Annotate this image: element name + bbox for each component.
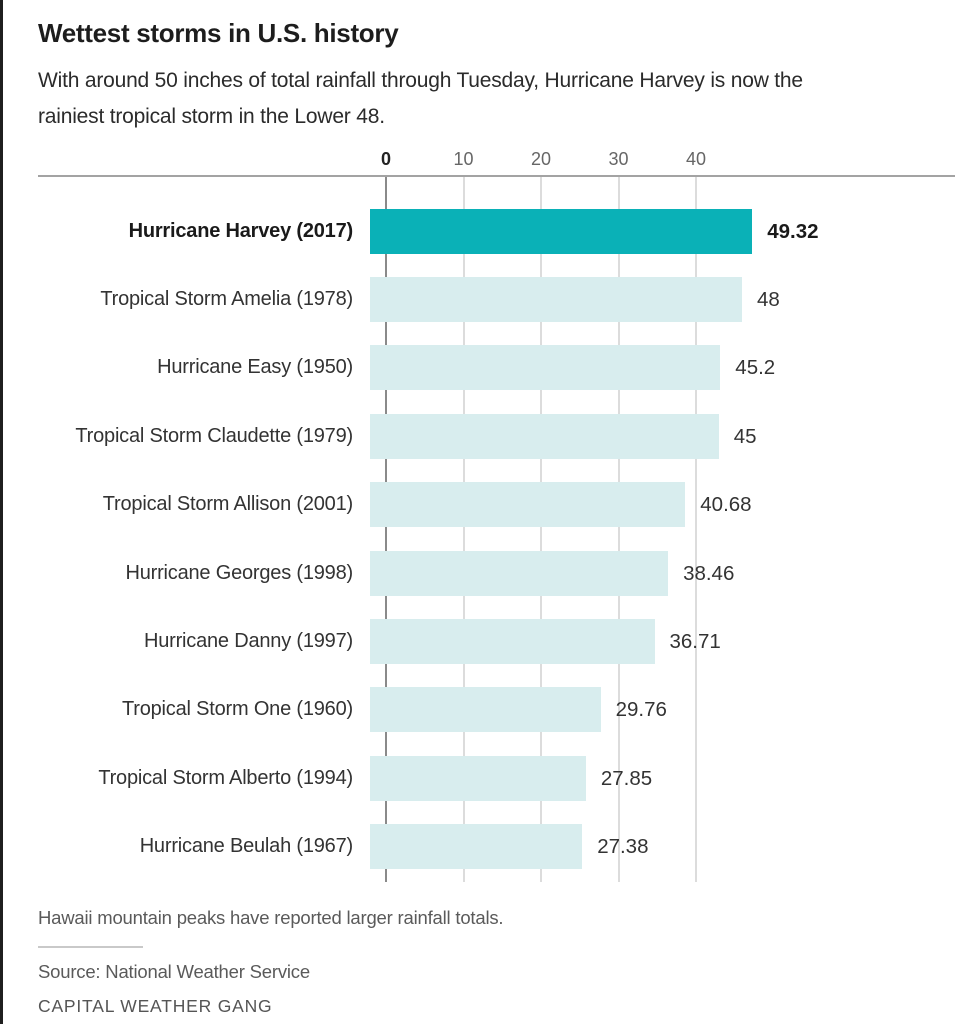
gridline [617, 177, 620, 882]
zero-axis-line [385, 177, 387, 882]
bar-chart: 0 10 20 30 40 Hurricane Harvey (2017) 49.32 Tr… [38, 147, 955, 882]
bar-row: Hurricane Harvey (2017) 49.32 [38, 197, 955, 265]
bar [370, 755, 586, 801]
bar-category-label: Hurricane Harvey (2017) [128, 219, 354, 242]
source-credit: Source: National Weather Service [38, 961, 310, 982]
bar-track: 36.71 [370, 619, 955, 665]
bar-row: Tropical Storm Amelia (1978) 48 [38, 265, 955, 333]
x-axis-tick-label: 30 [608, 149, 629, 169]
bar-category-label: Hurricane Beulah (1967) [139, 835, 354, 858]
bar-row: Hurricane Easy (1950) 45.2 [38, 334, 955, 402]
bar-category-label: Tropical Storm Alberto (1994) [98, 766, 353, 789]
gridline [540, 177, 542, 882]
bar-value-label: 40.68 [700, 493, 752, 517]
bar-track: 38.46 [370, 550, 955, 596]
bar-row: Tropical Storm Claudette (1979) 45 [38, 402, 955, 470]
bar-highlighted [370, 208, 753, 254]
bar-rows: Hurricane Harvey (2017) 49.32 Tropical Sto… [38, 197, 955, 881]
bar-category-label: Tropical Storm Amelia (1978) [100, 288, 353, 311]
bar-value-label: 45 [733, 424, 757, 448]
bar [370, 413, 719, 459]
bar-track: 29.76 [370, 687, 955, 733]
bar-row: Tropical Storm One (1960) 29.76 [38, 676, 955, 744]
bar-row: Hurricane Georges (1998) 38.46 [38, 539, 955, 607]
bar [370, 482, 686, 528]
bar-row: Hurricane Beulah (1967) 27.38 [38, 813, 955, 881]
bar-value-label: 45.2 [735, 356, 776, 380]
bar-track: 27.85 [370, 755, 955, 801]
gridline [462, 177, 465, 882]
bar [370, 345, 721, 391]
bar-row: Tropical Storm Allison (2001) 40.68 [38, 471, 955, 539]
bar-category-label: Tropical Storm Allison (2001) [102, 493, 353, 516]
footer-divider [38, 946, 143, 948]
chart-subtitle-line-2: rainiest tropical storm in the Lower 48. [38, 105, 385, 128]
bar [370, 277, 742, 323]
bar-value-label: 29.76 [615, 698, 667, 722]
chart-subtitle-line-1: With around 50 inches of total rainfall … [38, 69, 803, 92]
bar-track: 27.38 [370, 824, 955, 870]
bar [370, 550, 669, 596]
bar-category-label: Tropical Storm Claudette (1979) [75, 424, 353, 447]
bar [370, 619, 655, 665]
plot-area: Hurricane Harvey (2017) 49.32 Tropical Sto… [38, 175, 955, 882]
chart-subtitle: With around 50 inches of total rainfall … [38, 63, 955, 135]
bar-track: 48 [370, 277, 955, 323]
bar-row: Tropical Storm Alberto (1994) 27.85 [38, 744, 955, 812]
bar-value-label: 27.85 [600, 766, 653, 790]
x-axis-tick-label: 0 [380, 149, 392, 169]
bar-track: 49.32 [370, 208, 955, 254]
gridline [695, 177, 697, 882]
bar-value-label: 27.38 [597, 835, 649, 859]
bar-track: 45.2 [370, 345, 955, 391]
bar-category-label: Tropical Storm One (1960) [121, 698, 353, 721]
x-axis-tick-label: 10 [453, 149, 474, 169]
bar-category-label: Hurricane Danny (1997) [143, 630, 353, 653]
bar-category-label: Hurricane Georges (1998) [125, 561, 353, 584]
footnote: Hawaii mountain peaks have reported larg… [38, 907, 504, 928]
x-axis-tick-labels: 0 10 20 30 40 [38, 147, 955, 175]
bar-row: Hurricane Danny (1997) 36.71 [38, 607, 955, 675]
bar-track: 45 [370, 413, 955, 459]
bar-value-label: 36.71 [669, 630, 721, 654]
bar [370, 824, 583, 870]
bar-value-label: 48 [757, 288, 780, 312]
bar-value-label: 49.32 [767, 219, 819, 243]
bar-value-label: 38.46 [683, 561, 735, 585]
screenshot-left-edge [0, 0, 3, 1024]
chart-title: Wettest storms in U.S. history [38, 18, 399, 48]
bar-category-label: Hurricane Easy (1950) [157, 356, 353, 379]
x-axis-tick-label: 20 [530, 149, 552, 169]
byline-credit: CAPITAL WEATHER GANG [38, 996, 273, 1016]
bar-track: 40.68 [370, 482, 955, 528]
x-axis-tick-label: 40 [685, 149, 707, 169]
bar [370, 687, 601, 733]
